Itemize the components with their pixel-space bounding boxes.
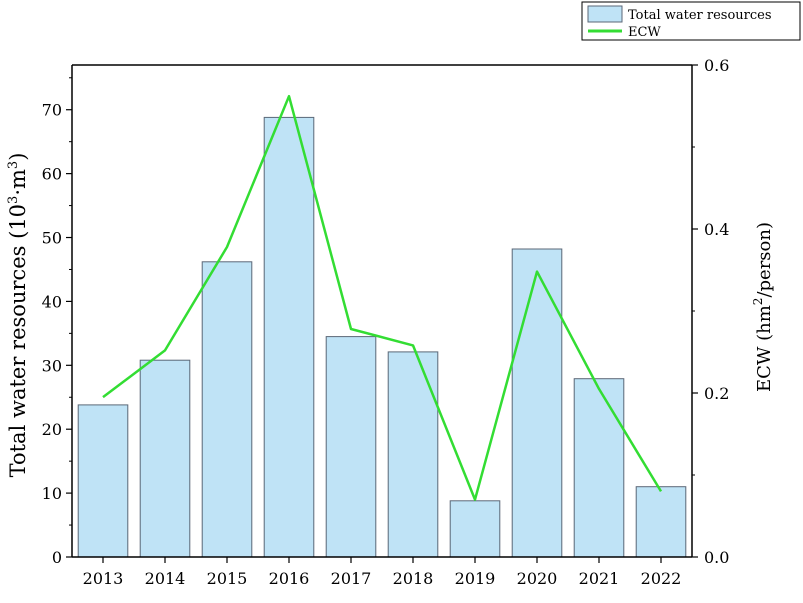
legend-bar-label: Total water resources: [628, 8, 772, 23]
y-left-tick-label: 30: [42, 356, 62, 375]
y-left-axis-title: Total water resources (103·m3): [6, 153, 30, 478]
bar-2022: [636, 487, 686, 557]
bar-2015: [202, 262, 252, 557]
y-left-label-end: ): [6, 153, 30, 161]
y-right-label-end: /person): [754, 222, 775, 298]
y-left-tick-label: 10: [42, 484, 62, 503]
y-left-tick-label: 40: [42, 292, 62, 311]
bar-2016: [264, 117, 314, 557]
bar-2018: [388, 352, 438, 557]
bar-2020: [512, 249, 562, 557]
bar-2021: [574, 379, 624, 557]
legend-bar-swatch: [588, 6, 622, 22]
legend: Total water resources ECW: [582, 2, 800, 40]
y-left-label-sup1: 3: [6, 196, 21, 204]
y-left-tick-label: 0: [52, 548, 62, 567]
x-tick-label-2022: 2022: [641, 569, 682, 588]
y-right-label-sup: 2: [751, 298, 765, 306]
x-tick-label-2014: 2014: [145, 569, 186, 588]
legend-line-label: ECW: [628, 25, 661, 40]
x-tick-label-2013: 2013: [83, 569, 124, 588]
y-right-tick-label: 0.4: [704, 220, 729, 239]
bar-2019: [450, 501, 500, 557]
y-right-tick-label: 0.6: [704, 56, 729, 75]
x-tick-label-2016: 2016: [269, 569, 310, 588]
bar-2017: [326, 337, 376, 557]
y-left-label-mid: ·m: [6, 169, 30, 196]
bar-2014: [140, 360, 190, 557]
y-left-label-sup2: 3: [6, 161, 21, 169]
x-tick-label-2019: 2019: [455, 569, 496, 588]
x-tick-label-2018: 2018: [393, 569, 434, 588]
y-right-label-main: ECW (hm: [754, 305, 775, 392]
x-tick-label-2017: 2017: [331, 569, 372, 588]
y-left-tick-label: 50: [42, 229, 62, 248]
x-tick-label-2021: 2021: [579, 569, 620, 588]
x-tick-label-2015: 2015: [207, 569, 248, 588]
y-left-tick-label: 60: [42, 165, 62, 184]
y-right-axis-title: ECW (hm2/person): [751, 222, 775, 392]
y-left-tick-label: 20: [42, 420, 62, 439]
y-left-label-main: Total water resources (10: [6, 204, 30, 477]
y-left-tick-label: 70: [42, 101, 62, 120]
x-tick-label-2020: 2020: [517, 569, 558, 588]
y-right-tick-label: 0.0: [704, 548, 729, 567]
y-right-tick-label: 0.2: [704, 384, 729, 403]
bar-2013: [78, 405, 128, 557]
